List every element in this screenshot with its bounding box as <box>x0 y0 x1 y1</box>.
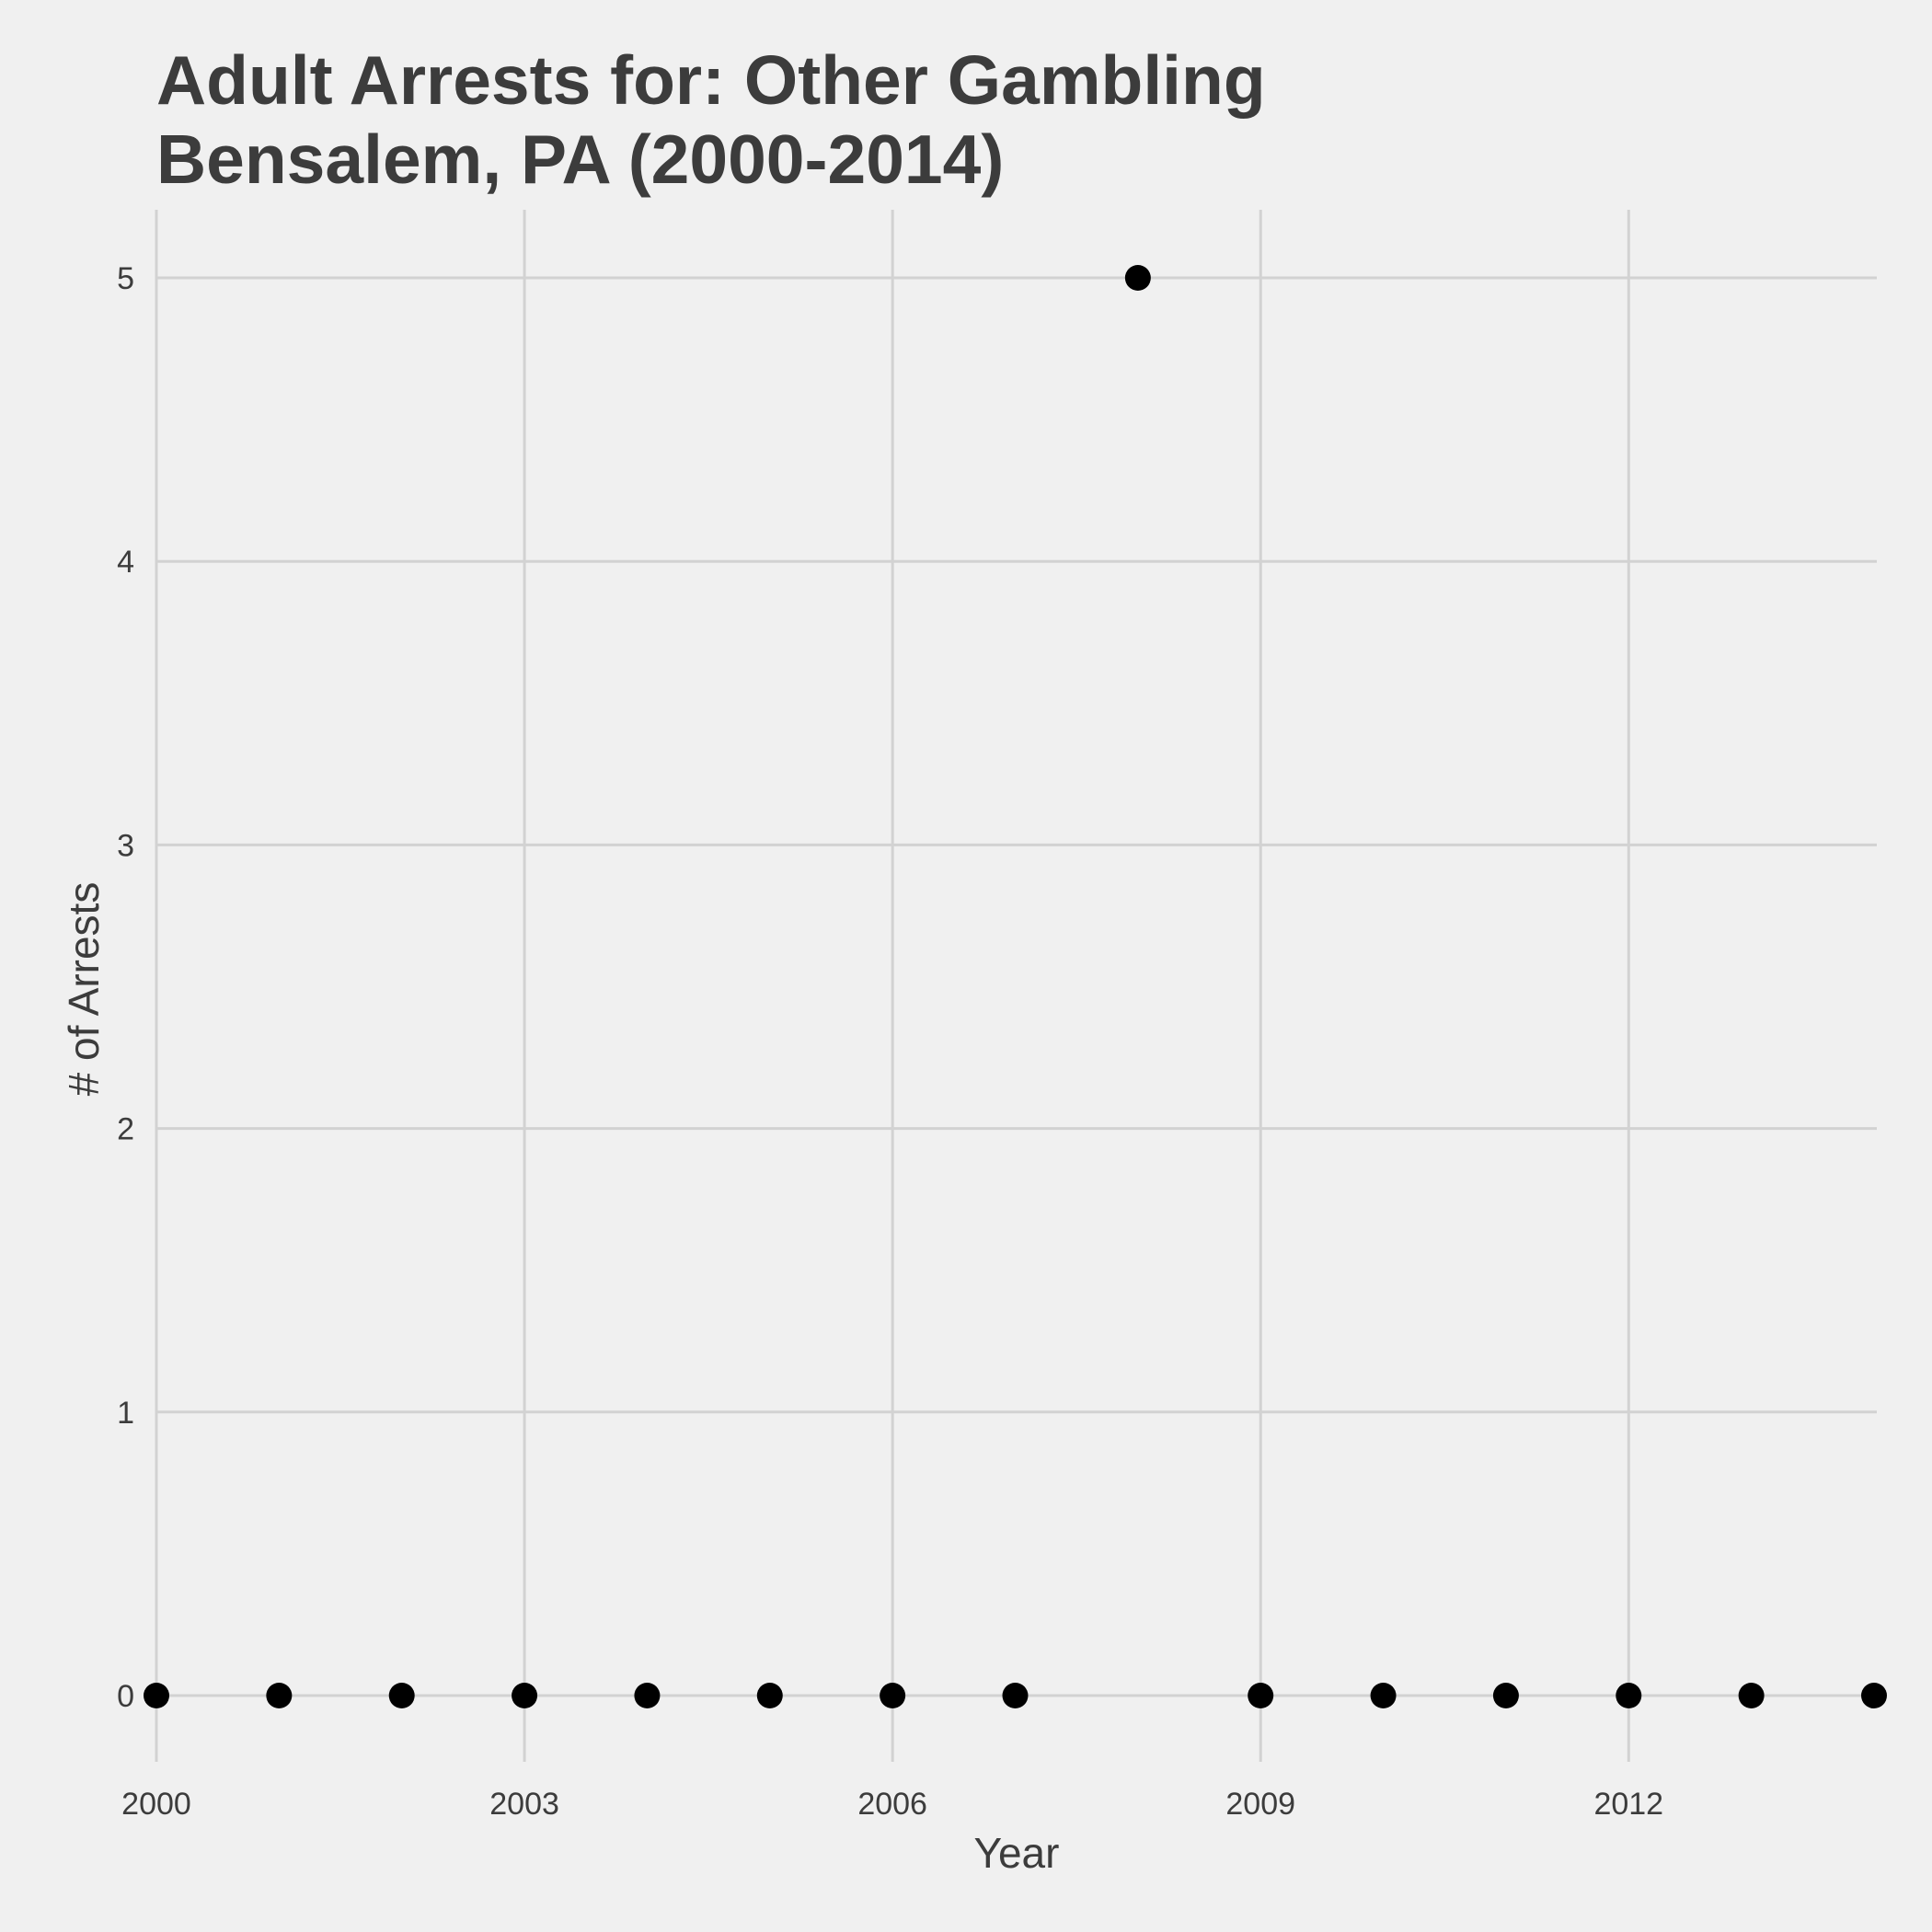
y-axis-title: # of Arrests <box>60 882 108 1097</box>
y-tick-labels: 0 1 2 3 4 5 <box>117 261 134 1714</box>
x-tick-label: 2003 <box>489 1787 559 1822</box>
data-point <box>1738 1683 1765 1708</box>
x-gridlines <box>155 210 1630 1762</box>
x-axis-title: Year <box>974 1829 1060 1877</box>
data-point <box>388 1683 415 1708</box>
data-point <box>512 1683 538 1708</box>
data-point <box>756 1683 783 1708</box>
y-tick-label: 0 <box>117 1679 134 1714</box>
data-point <box>1248 1683 1274 1708</box>
data-points <box>144 265 1887 1708</box>
data-point <box>1861 1683 1887 1708</box>
data-point <box>1370 1683 1397 1708</box>
data-point <box>634 1683 661 1708</box>
x-tick-labels: 2000 2003 2006 2009 2012 <box>121 1787 1663 1822</box>
data-point <box>144 1683 169 1708</box>
chart-title: Adult Arrests for: Other Gambling Bensal… <box>156 41 1266 198</box>
data-point <box>1616 1683 1642 1708</box>
chart-title-line-2: Bensalem, PA (2000-2014) <box>156 121 1004 198</box>
y-gridlines <box>156 276 1877 1697</box>
data-point <box>266 1683 293 1708</box>
data-point <box>1124 265 1151 291</box>
y-tick-label: 2 <box>117 1112 134 1147</box>
x-tick-label: 2009 <box>1225 1787 1295 1822</box>
y-tick-label: 1 <box>117 1396 134 1431</box>
y-tick-label: 5 <box>117 261 134 296</box>
chart-title-line-1: Adult Arrests for: Other Gambling <box>156 41 1266 119</box>
data-point <box>1002 1683 1029 1708</box>
x-tick-label: 2000 <box>121 1787 191 1822</box>
x-tick-label: 2006 <box>857 1787 927 1822</box>
x-tick-label: 2012 <box>1593 1787 1663 1822</box>
data-point <box>880 1683 906 1708</box>
data-point <box>1492 1683 1519 1708</box>
y-tick-label: 3 <box>117 828 134 863</box>
y-tick-label: 4 <box>117 545 134 580</box>
